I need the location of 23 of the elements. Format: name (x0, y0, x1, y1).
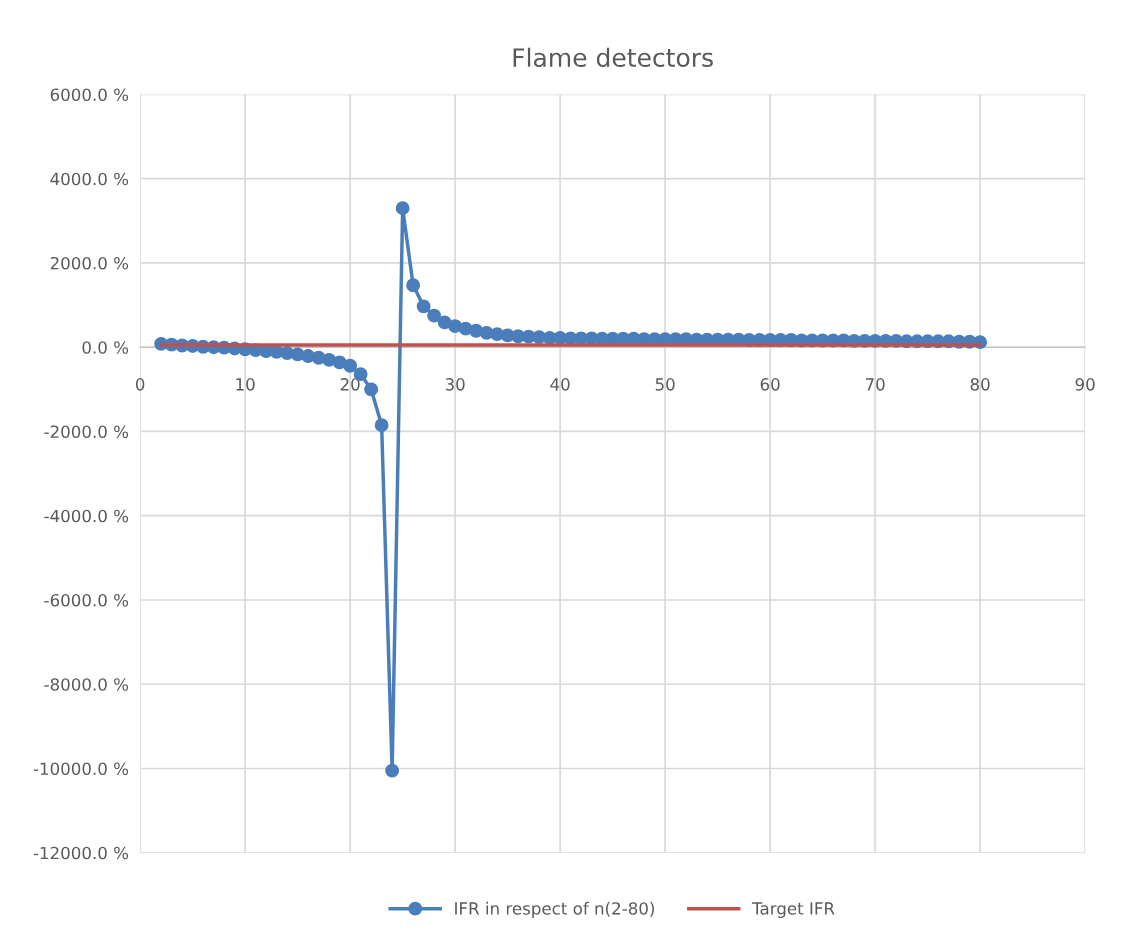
x-tick-label: 90 (1075, 378, 1095, 391)
x-tick-label: 40 (550, 378, 570, 391)
chart-title: Flame detectors (513, 47, 713, 68)
x-tick-label: 50 (655, 378, 675, 391)
y-tick-label: 2000.0 % (50, 256, 129, 270)
y-tick-label: -8000.0 % (44, 678, 129, 691)
y-tick-label: -4000.0 % (44, 509, 129, 523)
y-tick-label: -2000.0 % (44, 425, 129, 439)
x-tick-label: 60 (760, 378, 780, 391)
y-tick-label: -6000.0 % (44, 593, 129, 607)
x-tick-label: 20 (340, 378, 360, 391)
y-tick-label: 4000.0 % (50, 172, 129, 186)
y-tick-label: 0.0 % (82, 341, 129, 354)
x-tick-label: 70 (865, 378, 885, 391)
y-tick-label: 6000.0 % (50, 88, 129, 101)
y-tick-label: -10000.0 % (33, 762, 129, 776)
x-tick-label: 30 (445, 378, 465, 391)
legend-label: IFR in respect of n(2-80) (455, 901, 654, 918)
x-tick-label: 80 (970, 378, 990, 391)
x-tick-label: 10 (236, 378, 255, 391)
legend-label: Target IFR (752, 902, 835, 918)
y-tick-label: -12000.0 % (33, 846, 129, 860)
x-tick-label: 0 (135, 378, 145, 391)
